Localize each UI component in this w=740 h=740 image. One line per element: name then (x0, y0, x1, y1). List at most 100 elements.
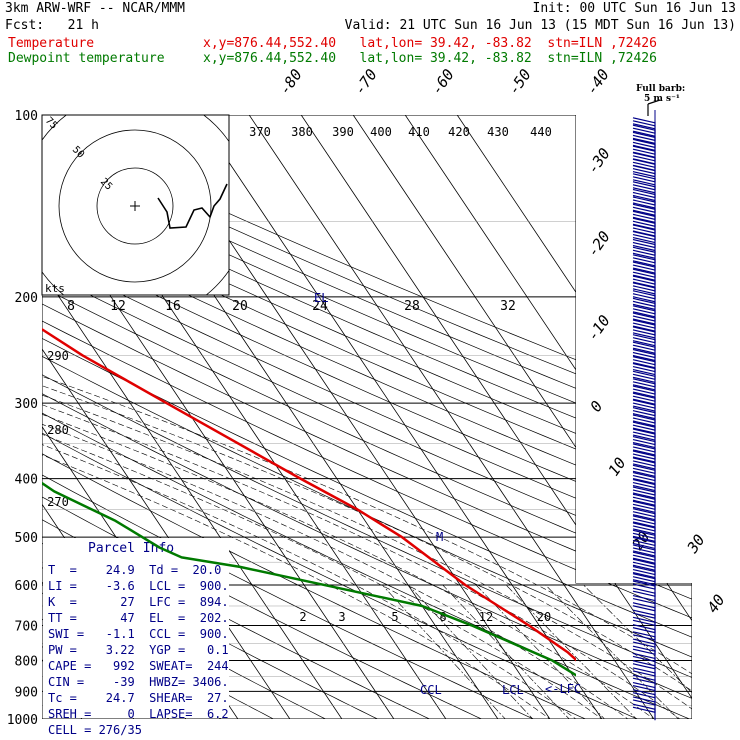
wind-barb-flag (632, 605, 656, 612)
mixing-ratio-label: 12 (110, 299, 126, 314)
wind-barb-flag (632, 246, 656, 253)
wind-barb-flag (632, 542, 656, 550)
pressure-tick-label: 400 (15, 473, 38, 488)
wind-barb-flag (632, 648, 656, 655)
dry-adiabat-line (42, 115, 692, 719)
moist-adiabat-line (42, 296, 692, 719)
wind-barb-flag (632, 453, 656, 460)
parcel-info-row: SWI = -1.1 CCL = 900. (48, 627, 229, 641)
isotherm-tick-label: -10 (584, 312, 614, 345)
wind-barb-flag (632, 326, 656, 333)
wind-barb-flag (632, 171, 656, 178)
wind-barb-flag (632, 137, 656, 144)
wind-barb-flag (632, 199, 656, 206)
wind-barb-flag (632, 144, 656, 151)
moist-adiabat-line (42, 296, 692, 719)
wind-barb-flag (632, 120, 656, 127)
wind-barb-flag (632, 446, 656, 453)
mixing-ratio-label: 3 (338, 610, 345, 624)
dry-adiabat-line (42, 115, 692, 719)
hodograph-ring (58, 129, 212, 283)
wind-barb-flag (632, 474, 656, 482)
wind-barb-flag (632, 344, 656, 351)
wind-barb-flag (632, 602, 656, 609)
wind-barb-flag (632, 376, 656, 383)
wind-barb-flag (632, 378, 656, 385)
mixing-ratio-line (545, 584, 692, 719)
wind-barb-flag (632, 689, 656, 696)
wind-barb-icon (632, 217, 656, 235)
wind-barb-flag (632, 525, 656, 532)
wind-barb-flag (632, 148, 656, 155)
wind-barb-flag (632, 395, 656, 402)
wind-barb-flag (632, 305, 656, 312)
moist-adiabat-line (42, 296, 692, 719)
wind-barb-flag (632, 499, 656, 506)
wind-barb-flag (632, 311, 656, 318)
wind-barb-flag (632, 322, 656, 329)
wind-barb-flag (632, 464, 656, 471)
wind-barb-flag (632, 385, 656, 392)
wind-barb-flag (632, 436, 656, 443)
pressure-tick-label: 200 (15, 291, 38, 306)
wind-barb-flag (632, 561, 656, 568)
wind-barb-flag (632, 427, 656, 434)
annotation-ccl: CCL (420, 683, 442, 697)
wind-barb-flag (632, 227, 656, 234)
wind-barb-flag (632, 410, 656, 417)
wind-barb-flag (632, 652, 656, 659)
isotherm-line (282, 115, 692, 719)
dry-adiabat-line (42, 115, 668, 719)
temperature-legend-label: Temperature (8, 36, 95, 51)
theta-tick-label: 270 (47, 495, 69, 509)
wind-barb-flag (632, 290, 656, 297)
moist-adiabat-line (42, 296, 692, 719)
theta-tick-label: 380 (291, 125, 313, 139)
wind-barb-flag (632, 354, 656, 362)
wind-barb-flag (632, 238, 656, 246)
wind-barb-flag (632, 145, 656, 152)
wind-barb-flag (632, 285, 656, 292)
wind-barb-flag (632, 254, 656, 261)
mixing-ratio-label: 32 (500, 299, 516, 314)
mixing-ratio-label: 24 (312, 299, 328, 314)
wind-barb-flag (632, 539, 656, 547)
mixing-ratio-line (505, 584, 650, 719)
dewpoint-location: x,y=876.44,552.40 lat,lon= 39.42, -83.82… (203, 51, 657, 66)
wind-barb-flag (632, 319, 656, 326)
wind-barb-flag (632, 341, 656, 348)
wind-barb-flag (632, 609, 656, 616)
wind-barb-flag (632, 471, 656, 479)
wind-barb-flag (632, 261, 656, 268)
wind-barb-flag (632, 217, 656, 224)
wind-barb-flag (632, 187, 656, 194)
wind-barb-flag (632, 568, 656, 576)
wind-barb-flag (632, 431, 656, 438)
moist-adiabat-line (42, 296, 568, 719)
wind-barb-flag (632, 421, 656, 428)
init-time: Init: 00 UTC Sun 16 Jun 13 (532, 1, 737, 16)
wind-barb-flag (632, 703, 656, 710)
wind-barb-flag (632, 288, 656, 295)
wind-barb-flag (632, 359, 656, 366)
valid-time: Valid: 21 UTC Sun 16 Jun 13 (15 MDT Sun … (344, 18, 736, 33)
wind-barb-flag (632, 216, 656, 223)
wind-barb-flag (632, 508, 656, 515)
full-barb-value: 5 m s⁻¹ (644, 94, 680, 104)
temperature-location: x,y=876.44,552.40 lat,lon= 39.42, -83.82… (203, 36, 657, 51)
wind-barb-flag (632, 155, 656, 162)
wind-barb-flag (632, 595, 656, 602)
wind-barb-flag (632, 478, 656, 486)
theta-tick-label: 400 (370, 125, 392, 139)
parcel-info-row: K = 27 LFC = 894. (48, 595, 229, 609)
parcel-info-row: PW = 3.22 YGP = 0.1 (48, 643, 229, 657)
mixing-ratio-label: 8 (439, 610, 446, 624)
wind-barb-flag (632, 282, 656, 289)
wind-barb-flag (632, 138, 656, 145)
wind-barb-flag (632, 681, 656, 689)
isotherm-tick-label: -70 (351, 66, 381, 99)
wind-barb-flag (632, 506, 656, 513)
wind-barb-flag (632, 457, 656, 464)
